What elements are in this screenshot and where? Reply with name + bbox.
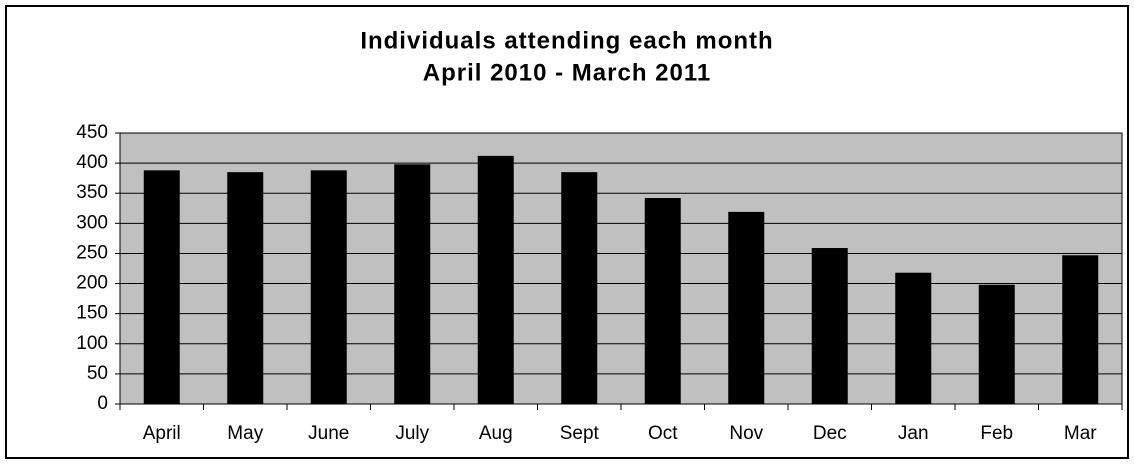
bar — [1062, 255, 1099, 404]
y-tick-label: 0 — [97, 393, 108, 414]
y-tick-label: 100 — [76, 333, 108, 354]
bar — [644, 198, 681, 404]
y-tick-label: 200 — [76, 273, 108, 294]
chart-title: Individuals attending each month — [360, 27, 773, 54]
bar — [477, 155, 514, 404]
bar — [310, 170, 347, 404]
bar — [728, 211, 765, 404]
y-tick-label: 150 — [76, 303, 108, 324]
y-tick-label: 300 — [76, 212, 108, 233]
y-tick-label: 450 — [76, 122, 108, 143]
bar — [227, 172, 264, 404]
x-tick-label: Feb — [980, 423, 1013, 444]
x-tick-label: Nov — [729, 423, 763, 444]
x-tick-label: May — [227, 423, 263, 444]
plot-area — [120, 133, 1122, 404]
x-tick-label: Sept — [560, 423, 600, 444]
y-tick-label: 400 — [76, 152, 108, 173]
x-tick-label: Dec — [813, 423, 847, 444]
y-tick-label: 350 — [76, 182, 108, 203]
x-tick-label: Oct — [648, 423, 678, 444]
bar — [143, 170, 180, 404]
x-tick-label: Aug — [479, 423, 513, 444]
x-tick-label: July — [395, 423, 429, 444]
y-tick-label: 250 — [76, 242, 108, 263]
bar — [394, 164, 431, 404]
x-tick-label: Mar — [1064, 423, 1097, 444]
y-tick-label: 50 — [87, 363, 108, 384]
x-tick-label: Jan — [898, 423, 929, 444]
x-tick-label: April — [143, 423, 181, 444]
bar — [811, 248, 848, 404]
bar — [561, 172, 598, 404]
bar — [895, 272, 932, 404]
chart-subtitle: April 2010 - March 2011 — [423, 59, 711, 86]
bar — [978, 284, 1015, 404]
x-tick-label: June — [308, 423, 349, 444]
